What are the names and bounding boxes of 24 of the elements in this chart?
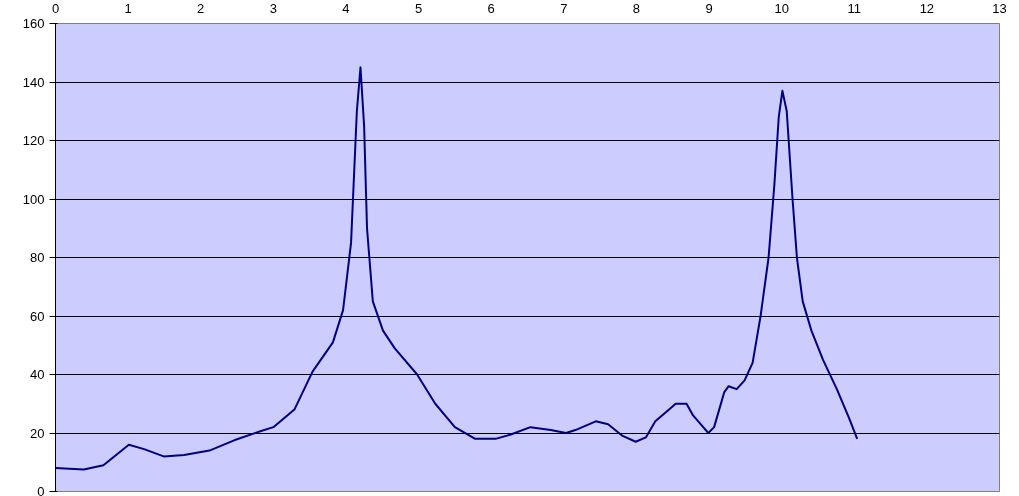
x-tick-label: 4 <box>342 0 350 16</box>
x-tick-label: 10 <box>774 0 789 16</box>
x-tick-label: 12 <box>919 0 935 16</box>
y-tick-label: 80 <box>30 250 45 265</box>
x-tick-label: 9 <box>705 0 713 16</box>
x-tick-label: 6 <box>487 0 495 16</box>
x-tick-label: 1 <box>124 0 132 16</box>
y-tick-label: 120 <box>22 133 45 148</box>
x-tick-label: 5 <box>414 0 423 16</box>
y-tick-label: 100 <box>22 191 45 207</box>
y-tick-label: 140 <box>22 74 45 90</box>
x-tick-label: 7 <box>560 0 568 16</box>
line-series <box>55 66 859 471</box>
y-tick-label: 40 <box>30 367 45 382</box>
y-tick-label: 0 <box>37 484 45 496</box>
x-tick-label: 3 <box>269 0 277 16</box>
y-tick-label: 60 <box>30 308 45 324</box>
x-tick-label: 0 <box>51 0 60 16</box>
y-tick-label: 160 <box>22 16 45 31</box>
x-tick-label: 13 <box>992 0 1007 16</box>
y-tick-label: 20 <box>30 425 45 441</box>
x-tick-label: 2 <box>197 0 205 16</box>
x-tick-label: 8 <box>632 0 641 16</box>
x-tick-label: 11 <box>847 0 862 16</box>
